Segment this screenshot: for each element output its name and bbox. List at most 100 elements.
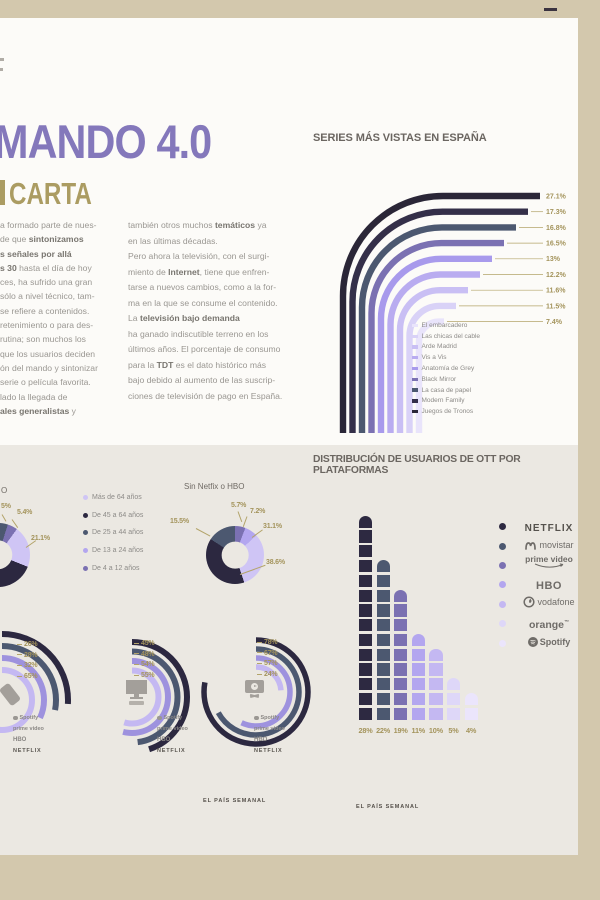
- netflix-logo: NETFLIX: [524, 522, 574, 534]
- text-line: ces, ha sufrido una gran: [0, 277, 93, 288]
- legend-dot-icon: [499, 639, 506, 647]
- text-line: que los usuarios deciden: [0, 348, 96, 359]
- waffle-unit: [447, 693, 461, 706]
- donut-value-label: 38.6%: [266, 559, 285, 566]
- waffle-unit: [429, 663, 443, 676]
- waffle-unit: [376, 619, 390, 632]
- waffle-unit: [429, 707, 443, 720]
- series-bar: [339, 192, 540, 433]
- text-line: La televisión bajo demanda: [128, 313, 240, 323]
- spotify-circle-icon: [157, 715, 162, 721]
- waffle-unit: [429, 678, 443, 691]
- waffle-unit: [359, 619, 373, 632]
- platform-arc: [0, 643, 59, 757]
- device-value-label: 48%: [134, 651, 155, 658]
- device-value-label: 26%: [17, 641, 38, 648]
- series-name: Black Mirror: [421, 375, 457, 383]
- waffle-unit: [359, 663, 373, 676]
- legend-dot-icon: [499, 561, 506, 569]
- series-legend-item: Juegos de Tronos: [412, 406, 480, 417]
- page-margin-right: [578, 0, 600, 900]
- platforms-legend: NETFLIX movistar prime video HBO vodafone ora…: [499, 517, 578, 653]
- waffle-unit: [359, 648, 373, 661]
- series-name: Arde Madrid: [421, 343, 457, 351]
- series-bar: [387, 271, 480, 433]
- device-platform-label: prime video: [157, 726, 188, 732]
- waffle-unit: [394, 604, 408, 617]
- text-line: a formado parte de nues-: [0, 220, 97, 230]
- text-line: s señales por allá: [0, 248, 72, 259]
- hbo-logo: HBO: [536, 579, 562, 592]
- series-legend-item: La casa de papel: [412, 385, 480, 396]
- device-value-label: 45%: [134, 640, 155, 647]
- footer-right: EL PAÍS SEMANAL: [356, 804, 420, 810]
- waffle-unit: [429, 693, 443, 706]
- age-group-label: De 13 a 24 años: [92, 547, 144, 555]
- waffle-column: [394, 589, 408, 720]
- waffle-column: [429, 648, 443, 720]
- device-value-label: 55%: [134, 672, 155, 679]
- cut-text-fragment: [0, 68, 3, 71]
- series-name: Las chicas del cable: [421, 332, 481, 340]
- waffle-unit: [411, 663, 425, 676]
- series-bar: [358, 224, 516, 433]
- partial-donut-title-fragment: O: [1, 486, 8, 495]
- series-legend-item: Black Mirror: [412, 374, 480, 385]
- text-line: de que sintonizamos: [0, 234, 84, 245]
- age-group-label: Más de 64 años: [92, 494, 142, 502]
- legend-swatch-icon: [412, 323, 418, 328]
- platform-arc: [0, 655, 47, 745]
- donut-value-label: 31.1%: [263, 523, 282, 530]
- platform-legend-item: HBO: [499, 575, 578, 594]
- device-platform-label: prime video: [254, 726, 285, 732]
- text-line: rutina; son muchos los: [0, 334, 86, 345]
- arc-chart-computer: [74, 639, 190, 755]
- device-platform-label: NETFLIX: [13, 748, 42, 754]
- platform-legend-item: Spotify: [499, 633, 578, 652]
- waffle-unit: [429, 648, 443, 661]
- series-hook-chart: 27.1% 17.3% 16.8% 16.5% 13% 12.2% 11.6% 11.5% 7.…: [339, 192, 567, 433]
- text-line: bajo debido al aumento de las suscrip-: [128, 375, 276, 385]
- legend-dot-icon: [83, 565, 88, 571]
- waffle-value-label: 19%: [393, 726, 408, 735]
- orange-logo: orange™: [528, 618, 569, 631]
- text-line: ha ganado indiscutible terreno en los: [128, 328, 269, 339]
- legend-dot-icon: [499, 581, 506, 589]
- platform-arc: [228, 664, 284, 720]
- device-platform-label: NETFLIX: [254, 748, 283, 754]
- page-margin-top: [0, 0, 600, 18]
- legend-dot-icon: [83, 530, 88, 536]
- legend-swatch-icon: [412, 410, 418, 414]
- legend-swatch-icon: [412, 399, 418, 403]
- platform-arc: [102, 667, 162, 727]
- series-name: Anatomía de Grey: [421, 365, 475, 373]
- platform-arc: [201, 637, 311, 747]
- waffle-unit: [376, 678, 390, 691]
- series-value-label: 11.6%: [546, 288, 566, 295]
- age-legend-item: De 13 a 24 años: [83, 542, 143, 560]
- waffle-unit: [394, 707, 408, 720]
- prime-video-logo: prime video: [525, 555, 573, 570]
- waffle-unit: [376, 707, 390, 720]
- series-bar: [377, 255, 492, 433]
- waffle-unit: [411, 678, 425, 691]
- text-line: serie o película favorita.: [0, 377, 91, 388]
- waffle-unit: [359, 560, 373, 573]
- page: MANDO 4.0 CARTA a formado parte de nues-…: [0, 18, 578, 855]
- waffle-unit: [359, 515, 373, 528]
- waffle-value-label: 5%: [448, 726, 459, 735]
- series-value-label: 16.5%: [546, 241, 567, 248]
- waffle-unit: [394, 619, 408, 632]
- age-legend-item: Más de 64 años: [83, 489, 143, 507]
- intro-text-column-right: también otros muchos temáticos ya en las …: [128, 218, 290, 404]
- series-legend-item: Anatomía de Grey: [412, 363, 480, 374]
- series-value-label: 11.5%: [546, 303, 566, 310]
- text-line: Pero ahora la televisión, con el surgi-: [128, 251, 270, 261]
- legend-dot-icon: [83, 495, 88, 501]
- waffle-unit: [376, 560, 390, 573]
- legend-dot-icon: [499, 542, 506, 550]
- text-line: miento de Internet, tiene que enfren-: [128, 266, 270, 277]
- series-value-label: 7.4%: [546, 319, 563, 326]
- donut-value-label: 5.4%: [17, 509, 33, 516]
